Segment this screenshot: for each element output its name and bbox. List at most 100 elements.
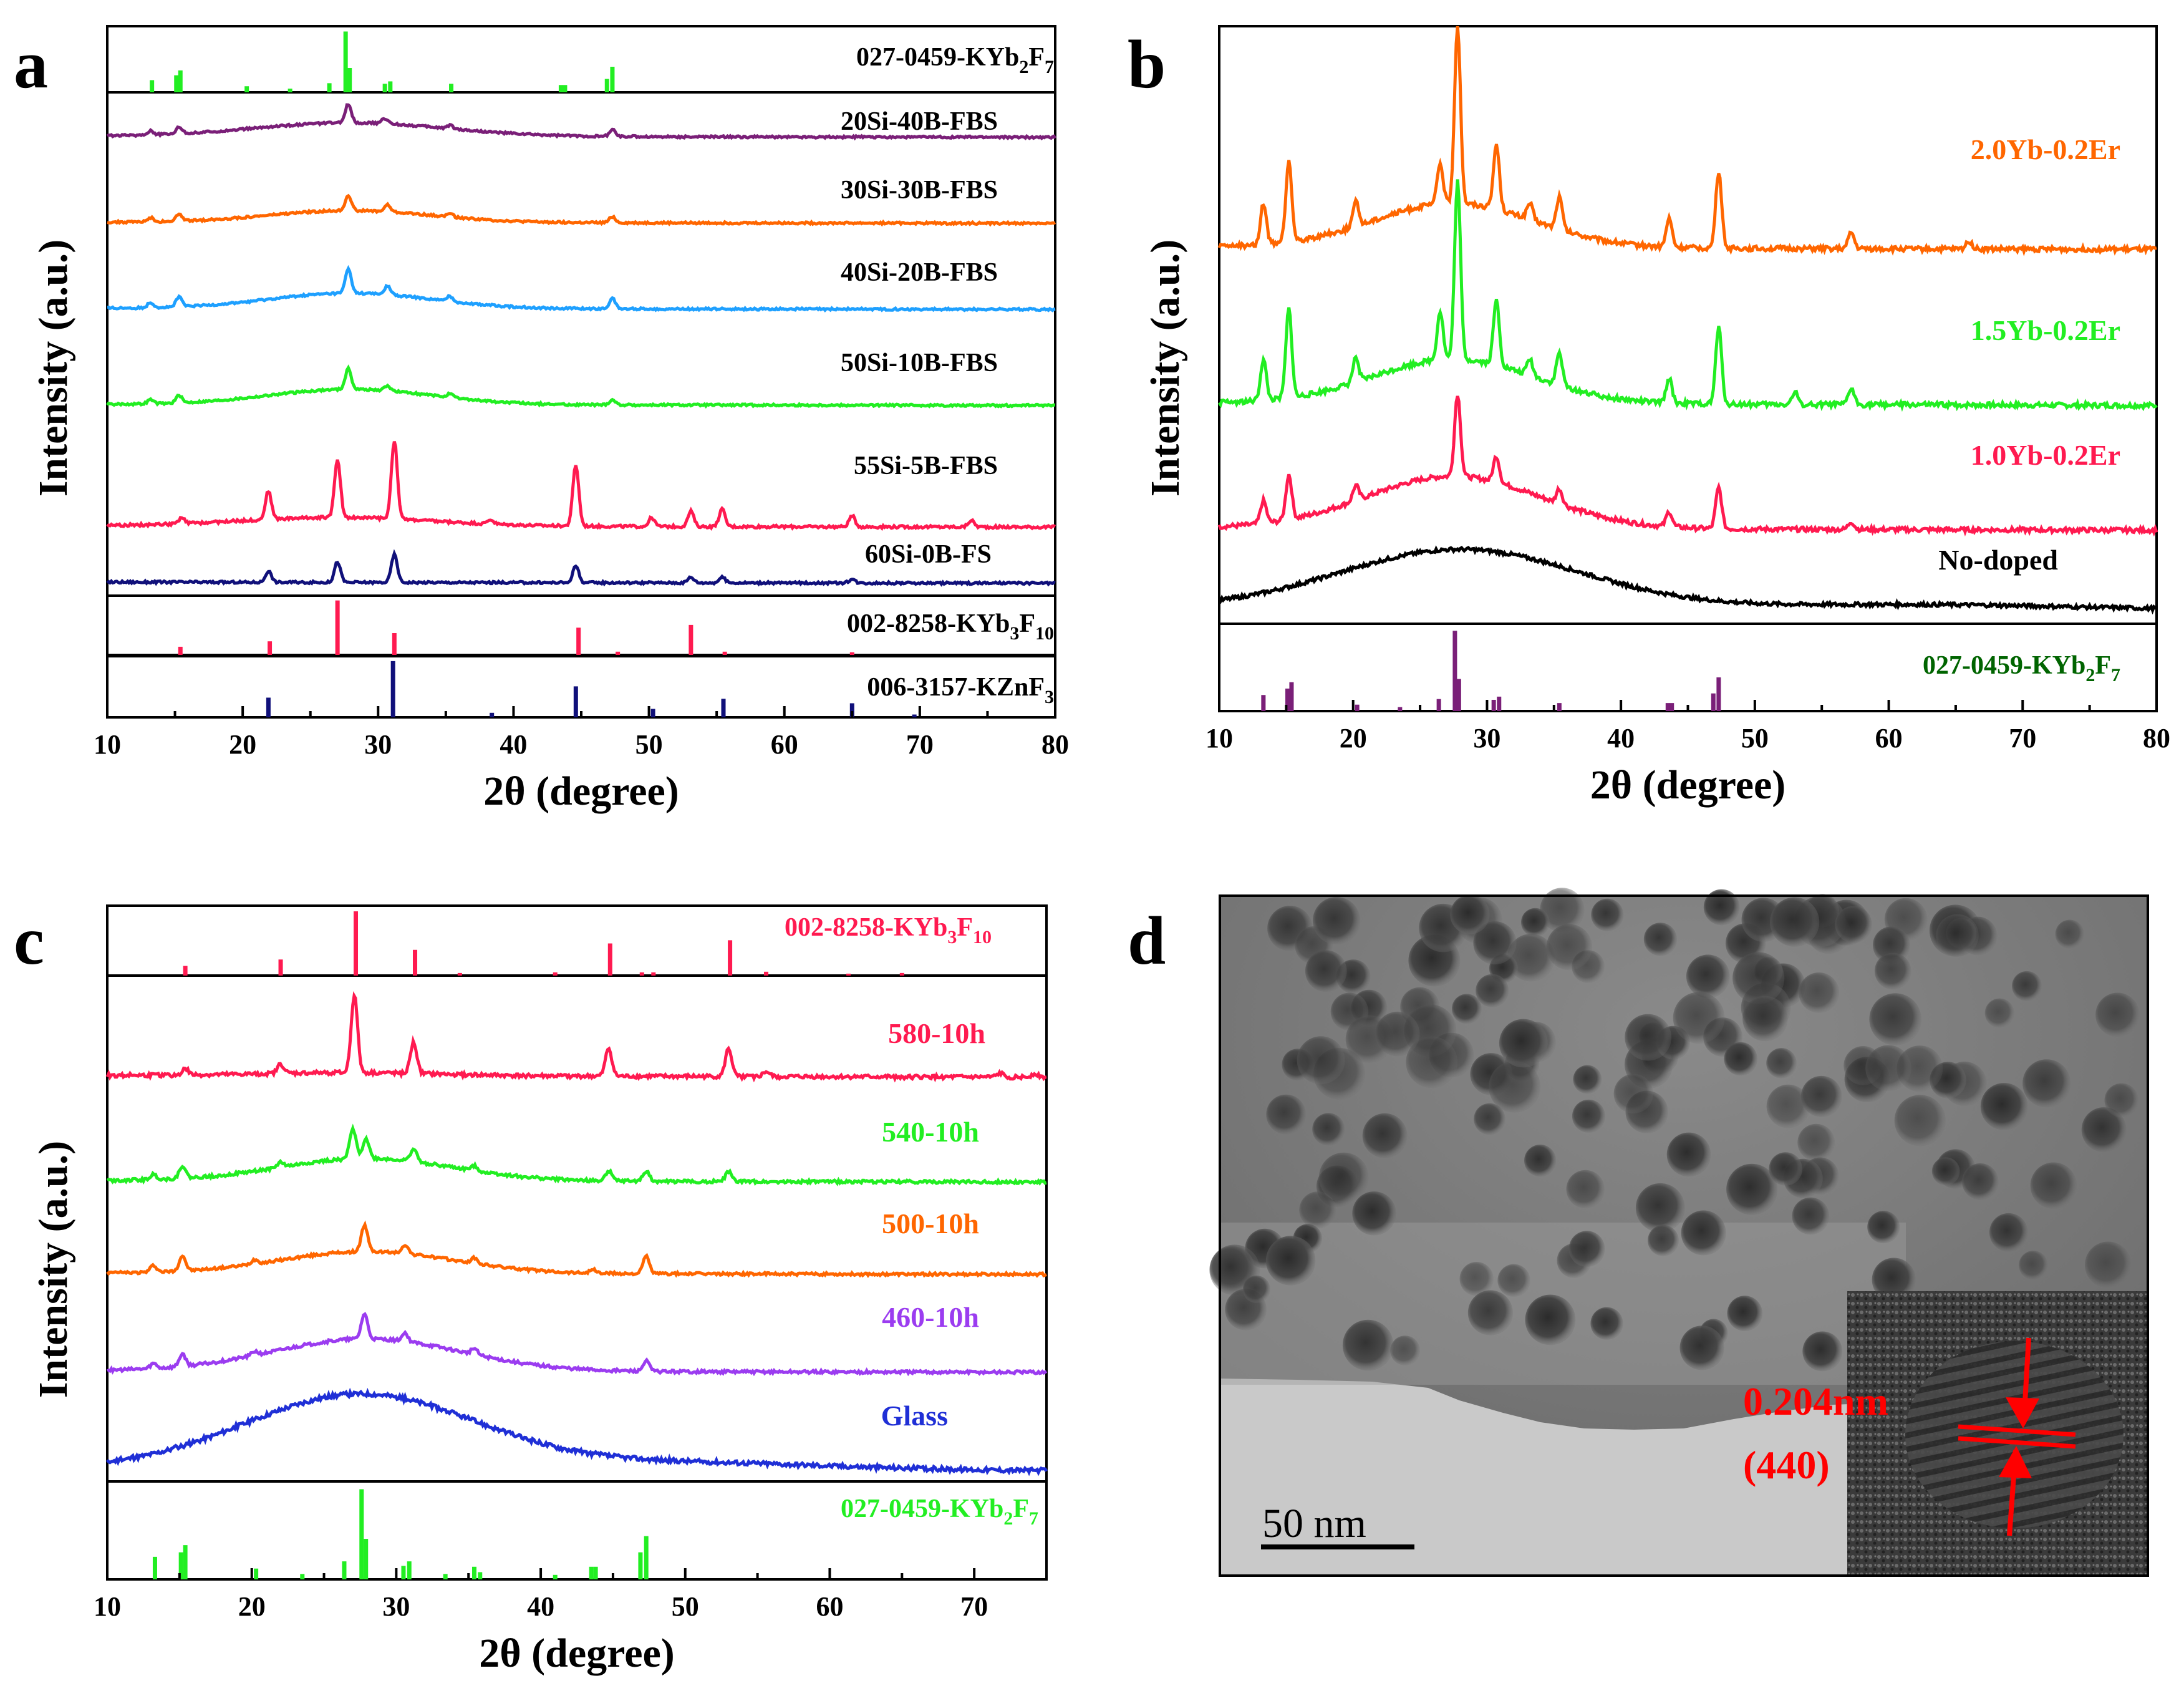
nanoparticle: [1703, 889, 1740, 926]
nanoparticle: [1867, 1211, 1900, 1244]
panel-letter-c: c: [14, 903, 44, 979]
nanoparticle: [1521, 908, 1550, 937]
nanoparticle: [2081, 1107, 2127, 1153]
nanoparticle: [1507, 934, 1555, 982]
nanoparticle: [1894, 1095, 1946, 1146]
y-axis-label: Intensity (a.u.): [31, 240, 76, 497]
nanoparticle: [1375, 1011, 1420, 1057]
nanoparticle: [1459, 1262, 1494, 1296]
nanoparticle: [1573, 1065, 1602, 1094]
lattice-plane-label: (440): [1743, 1443, 1830, 1487]
nanoparticle: [1312, 1113, 1345, 1146]
nanoparticle: [1980, 1083, 2028, 1130]
nanoparticle: [1865, 1045, 1911, 1092]
series-label: 580-10h: [888, 1017, 985, 1049]
scale-bar-label: 50 nm: [1262, 1501, 1366, 1546]
nanoparticle: [1679, 1326, 1724, 1370]
arrow-down-icon: [2006, 1397, 2039, 1428]
nanoparticle: [1467, 1290, 1513, 1335]
series-label: 540-10h: [882, 1116, 979, 1148]
x-axis-label: 2θ (degree): [479, 1631, 675, 1676]
nanoparticle: [1724, 1042, 1757, 1076]
nanoparticle: [1869, 993, 1921, 1045]
nanoparticle: [1989, 1213, 2028, 1252]
nanoparticle: [1497, 1264, 1530, 1297]
nanoparticle: [1769, 1152, 1802, 1186]
lattice-marker-line-2: [1958, 1436, 2076, 1449]
xrd-pattern-line: [106, 549, 1056, 587]
lattice-marker-line-1: [1958, 1424, 2076, 1437]
x-tick-label: 80: [2143, 723, 2170, 754]
xrd-pattern-line: [1217, 179, 2158, 412]
nanoparticle: [2104, 1083, 2139, 1118]
nanoparticle: [1452, 994, 1482, 1024]
nanoparticle: [1305, 950, 1347, 992]
nanoparticle: [1799, 972, 1840, 1013]
series-label: 30Si-30B-FBS: [841, 176, 998, 205]
nanoparticle: [1984, 998, 2014, 1028]
xrd-pattern-line: [106, 103, 1057, 141]
nanoparticle: [1265, 1236, 1316, 1286]
nanoparticle: [1406, 1036, 1458, 1088]
hrtem-particle: [1905, 1341, 2124, 1528]
panel-letter-a: a: [14, 26, 48, 102]
y-axis-label: Intensity (a.u.): [1143, 240, 1188, 497]
nanoparticle: [1666, 1132, 1711, 1177]
nanoparticle: [1872, 1258, 1916, 1302]
xrd-pattern-line: [107, 193, 1056, 227]
nanoparticle: [1390, 1335, 1421, 1366]
nanoparticle: [1673, 992, 1725, 1044]
nanoparticle: [1873, 926, 1910, 964]
arrow-up-icon: [1999, 1446, 2032, 1478]
nanoparticle: [1540, 888, 1585, 933]
nanoparticle: [2019, 1251, 2048, 1280]
xrd-pattern-line: [106, 364, 1056, 409]
xrd-pattern-line: [106, 1123, 1047, 1186]
plot-frame: [106, 904, 1048, 1581]
nanoparticle: [1766, 1048, 1797, 1078]
nanoparticle: [1210, 1246, 1255, 1292]
x-tick-label: 60: [816, 1591, 843, 1622]
x-tick-label: 10: [1206, 723, 1233, 754]
nanoparticle: [1525, 1294, 1576, 1345]
xrd-pattern-line: [1217, 395, 2158, 537]
series-label: 40Si-20B-FBS: [841, 258, 998, 287]
nanoparticle: [1727, 1296, 1763, 1331]
xrd-pattern-line: [107, 264, 1056, 313]
nanoparticle: [1797, 1123, 1835, 1161]
reference-label: 027-0459-KYb2F7: [841, 1495, 1038, 1529]
x-tick-label: 50: [635, 729, 663, 760]
nanoparticle: [1835, 906, 1872, 943]
nanoparticle: [1489, 1060, 1541, 1113]
x-tick-label: 30: [382, 1591, 410, 1622]
reference-label: 006-3157-KZnF3: [867, 673, 1054, 707]
xrd-pattern-line: [106, 1312, 1048, 1377]
series-label: 55Si-5B-FBS: [854, 452, 998, 480]
x-tick-label: 60: [1875, 723, 1903, 754]
nanoparticle: [2012, 971, 2042, 1001]
nanoparticle: [1931, 1157, 1960, 1186]
x-tick-label: 30: [364, 729, 392, 760]
series-label: 2.0Yb-0.2Er: [1971, 133, 2120, 165]
x-tick-label: 70: [2009, 723, 2036, 754]
nanoparticle: [1266, 1094, 1307, 1135]
series-label: 460-10h: [882, 1301, 979, 1333]
nanoparticle: [1362, 1113, 1408, 1158]
nanoparticle: [1591, 898, 1624, 931]
series-label: 60Si-0B-FS: [865, 540, 992, 569]
nanoparticle: [1726, 1163, 1778, 1215]
nanoparticle: [1476, 974, 1509, 1007]
x-tick-label: 10: [94, 1591, 121, 1622]
x-axis-label: 2θ (degree): [483, 768, 679, 814]
x-tick-label: 30: [1473, 723, 1500, 754]
tem-substrate-region: [1220, 1379, 1865, 1576]
series-label: 500-10h: [882, 1208, 979, 1239]
panel-b-xrd-chart: 027-0459-KYb2F7 2.0Yb-0.2Er 1.5Yb-0.2Er 1.0…: [1143, 25, 2170, 808]
xrd-pattern-line: [1218, 545, 2157, 615]
xrd-pattern-line: [106, 441, 1056, 531]
x-tick-label: 50: [1741, 723, 1769, 754]
panel-letter-b: b: [1128, 26, 1166, 102]
panel-d-tem-image: 0.204nm (440) 50 nm: [1209, 888, 2149, 1577]
nanoparticle: [1450, 894, 1490, 934]
